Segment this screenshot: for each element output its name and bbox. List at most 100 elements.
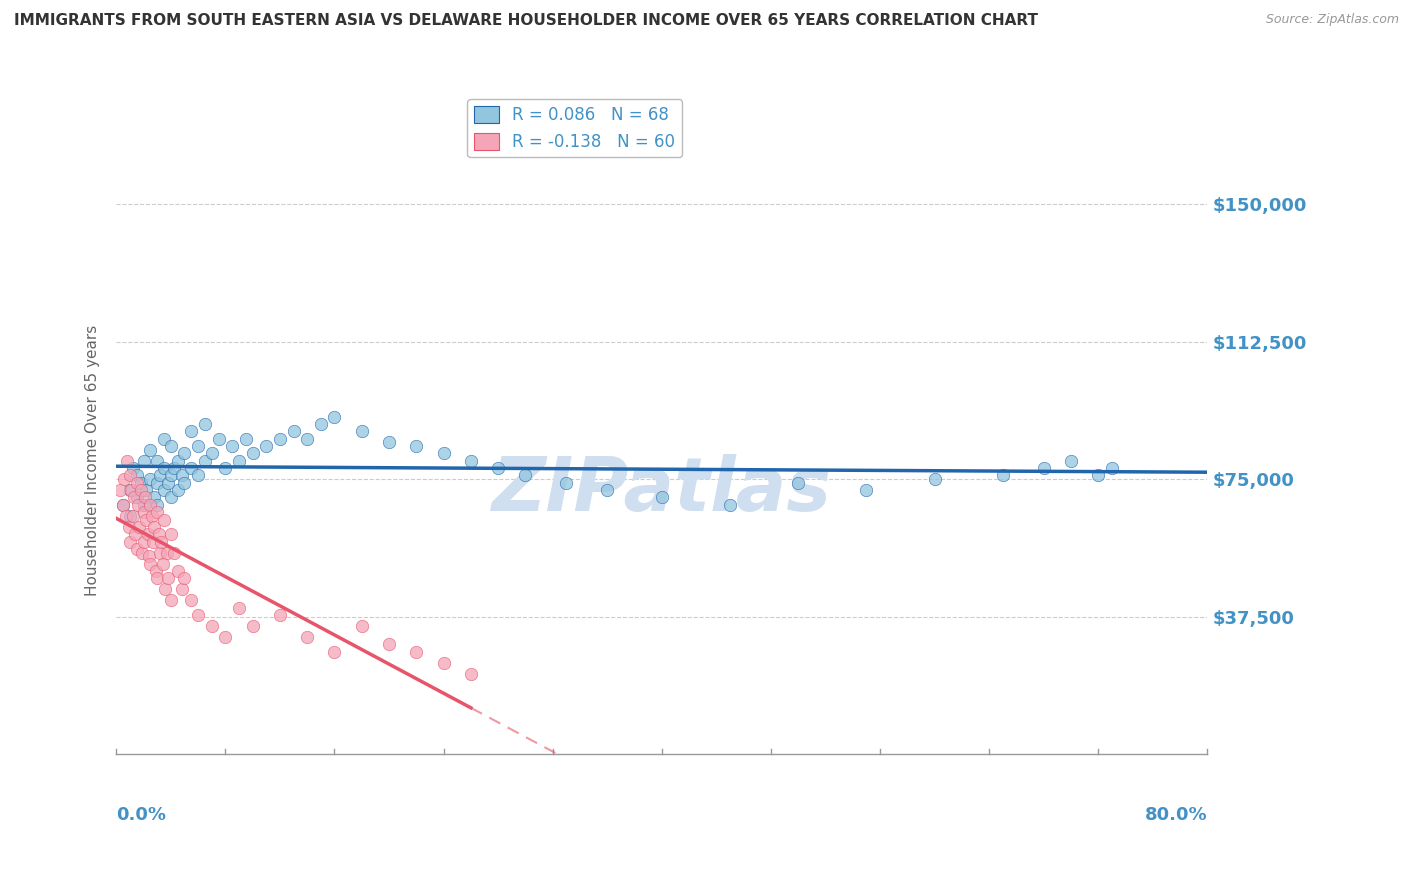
Point (194, 417, 217, 431)
Legend: R = 0.086   N = 68, R = -0.138   N = 60: R = 0.086 N = 68, R = -0.138 N = 60 (467, 99, 682, 157)
Point (405, 644, 427, 658)
Point (207, 432, 229, 446)
Point (136, 527, 159, 541)
Point (110, 483, 132, 498)
Point (159, 491, 181, 505)
Y-axis label: Householder Income Over 65 years: Householder Income Over 65 years (86, 326, 100, 597)
Point (143, 491, 166, 505)
Point (221, 439, 243, 453)
Point (309, 417, 332, 431)
Point (787, 475, 810, 490)
Point (201, 619, 224, 633)
Point (228, 600, 250, 615)
Point (112, 498, 135, 512)
Point (201, 446, 224, 460)
Point (125, 475, 148, 490)
Point (170, 468, 193, 483)
Point (132, 498, 155, 512)
Point (187, 468, 209, 483)
Point (125, 541, 148, 556)
Point (128, 520, 150, 534)
Point (112, 498, 135, 512)
Point (125, 491, 148, 505)
Point (1060, 454, 1083, 468)
Point (148, 527, 170, 541)
Point (235, 432, 257, 446)
Point (297, 432, 319, 446)
Point (515, 468, 537, 483)
Point (162, 461, 184, 475)
Point (378, 435, 401, 450)
Point (283, 425, 305, 439)
Point (118, 534, 141, 549)
Point (121, 508, 143, 523)
Point (114, 508, 136, 523)
Point (157, 475, 180, 490)
Point (118, 483, 141, 498)
Point (159, 527, 181, 541)
Point (153, 461, 176, 475)
Point (118, 468, 141, 483)
Point (350, 425, 373, 439)
Point (924, 472, 946, 486)
Point (159, 468, 181, 483)
Point (159, 439, 181, 453)
Text: 0.0%: 0.0% (117, 805, 166, 823)
Point (146, 498, 169, 512)
Point (187, 439, 209, 453)
Point (135, 512, 157, 526)
Point (153, 483, 176, 498)
Point (214, 630, 236, 644)
Point (135, 483, 157, 498)
Point (132, 505, 155, 519)
Point (405, 439, 427, 453)
Point (115, 454, 138, 468)
Point (173, 475, 195, 490)
Point (127, 498, 149, 512)
Point (170, 582, 193, 597)
Point (118, 508, 141, 523)
Point (1087, 468, 1109, 483)
Point (117, 520, 139, 534)
Point (596, 483, 619, 498)
Point (121, 461, 143, 475)
Point (134, 491, 156, 505)
Point (139, 557, 162, 571)
Point (254, 439, 277, 453)
Point (433, 656, 456, 670)
Point (991, 468, 1014, 483)
Point (162, 545, 184, 559)
Point (180, 461, 202, 475)
Point (173, 446, 195, 460)
Point (146, 505, 169, 519)
Point (173, 571, 195, 585)
Point (269, 607, 291, 622)
Point (152, 557, 174, 571)
Point (153, 432, 176, 446)
Point (132, 454, 155, 468)
Point (129, 475, 152, 490)
Point (297, 630, 319, 644)
Point (180, 593, 202, 607)
Point (150, 534, 173, 549)
Point (157, 571, 180, 585)
Text: Source: ZipAtlas.com: Source: ZipAtlas.com (1265, 13, 1399, 27)
Point (143, 520, 166, 534)
Point (124, 527, 146, 541)
Point (166, 483, 188, 498)
Point (1101, 461, 1123, 475)
Point (142, 534, 165, 549)
Point (131, 545, 153, 559)
Point (125, 468, 148, 483)
Point (718, 498, 741, 512)
Point (114, 472, 136, 486)
Point (141, 508, 163, 523)
Point (146, 454, 169, 468)
Point (139, 498, 162, 512)
Point (555, 475, 578, 490)
Point (214, 461, 236, 475)
Point (433, 446, 456, 460)
Point (323, 409, 346, 424)
Point (132, 534, 155, 549)
Point (139, 442, 162, 457)
